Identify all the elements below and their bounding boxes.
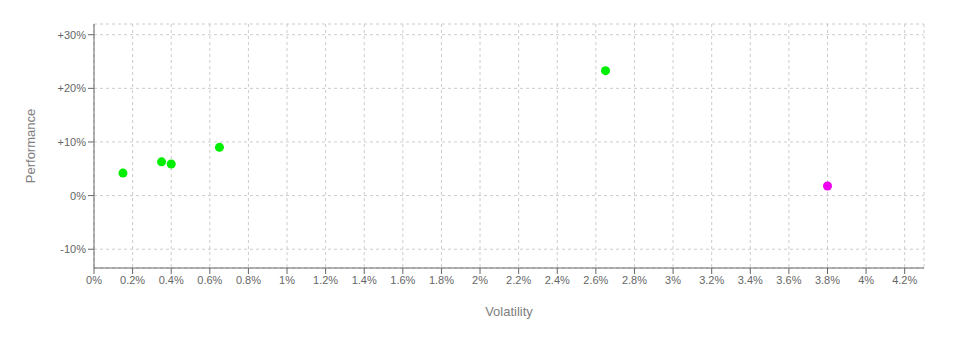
svg-text:0.6%: 0.6%: [197, 274, 222, 286]
svg-text:4.2%: 4.2%: [892, 274, 917, 286]
svg-text:3%: 3%: [665, 274, 681, 286]
svg-text:0%: 0%: [70, 190, 86, 202]
svg-text:2%: 2%: [472, 274, 488, 286]
svg-text:2.4%: 2.4%: [545, 274, 570, 286]
svg-text:0%: 0%: [86, 274, 102, 286]
svg-text:3.2%: 3.2%: [699, 274, 724, 286]
svg-text:Performance: Performance: [23, 109, 38, 183]
svg-text:2.6%: 2.6%: [583, 274, 608, 286]
svg-text:1.8%: 1.8%: [429, 274, 454, 286]
svg-text:3.4%: 3.4%: [738, 274, 763, 286]
svg-text:1.4%: 1.4%: [352, 274, 377, 286]
svg-text:+30%: +30%: [58, 29, 87, 41]
svg-text:+10%: +10%: [58, 136, 87, 148]
svg-text:3.6%: 3.6%: [776, 274, 801, 286]
svg-text:4%: 4%: [858, 274, 874, 286]
svg-text:+20%: +20%: [58, 82, 87, 94]
svg-text:1%: 1%: [279, 274, 295, 286]
svg-text:2.2%: 2.2%: [506, 274, 531, 286]
svg-text:0.2%: 0.2%: [120, 274, 145, 286]
svg-text:1.6%: 1.6%: [390, 274, 415, 286]
svg-text:-10%: -10%: [60, 243, 86, 255]
svg-text:2.8%: 2.8%: [622, 274, 647, 286]
svg-text:1.2%: 1.2%: [313, 274, 338, 286]
svg-text:3.8%: 3.8%: [815, 274, 840, 286]
svg-text:Volatility: Volatility: [485, 304, 533, 319]
svg-text:0.8%: 0.8%: [236, 274, 261, 286]
svg-text:0.4%: 0.4%: [159, 274, 184, 286]
